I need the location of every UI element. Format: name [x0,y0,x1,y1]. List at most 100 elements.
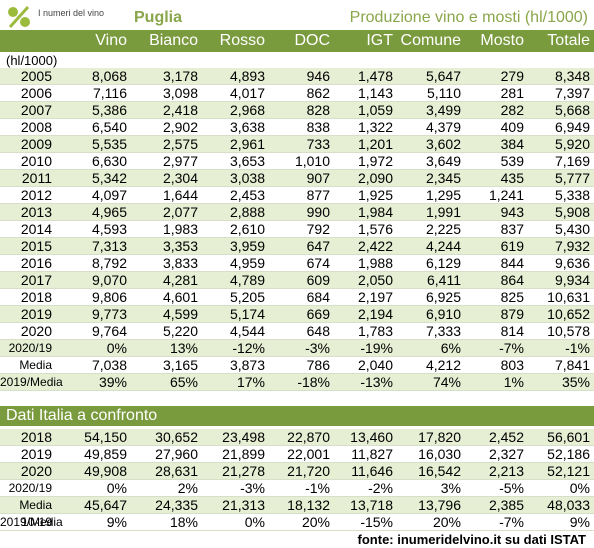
row-label: 2006 [20,85,52,101]
cell: 5,342 [91,170,127,186]
cell: 13,796 [418,497,461,513]
cell: 539 [500,153,524,169]
cell: 3,038 [229,170,265,186]
cell: 3% [440,480,461,496]
cell: 3,649 [425,153,461,169]
cell: 1,988 [357,255,393,271]
cell: 3,178 [162,68,198,84]
row-label: 2005 [20,68,52,84]
cell: 23,498 [222,429,265,445]
cell: 279 [500,68,524,84]
cell: 45,647 [84,497,127,513]
cell: 4,281 [162,272,198,288]
cell: 21,720 [287,463,330,479]
cell: 3,602 [425,136,461,152]
row-label: 2020 [20,463,52,479]
cell: 1,143 [357,85,393,101]
table-row: 2011 5,342 2,304 3,038 907 2,090 2,345 435 5,777 [0,170,594,187]
cell: 56,601 [547,429,590,445]
column-name: Bianco [149,32,198,49]
column-name: IGT [366,32,393,49]
cell: 18,132 [287,497,330,513]
cell: -13% [360,374,393,390]
cell: 5,430 [554,221,590,237]
cell: 6% [440,340,461,356]
cell: 2,225 [425,221,461,237]
row-label: 2017 [20,272,52,288]
cell: 2,050 [357,272,393,288]
cell: 18% [169,514,198,530]
cell: 825 [500,289,524,305]
cell: 669 [306,306,330,322]
cell: 3,499 [425,102,461,118]
cell: 2,418 [162,102,198,118]
table-row: 2018 9,806 4,601 5,205 684 2,197 6,925 825 10,63… [0,289,594,306]
cell: 837 [500,221,524,237]
cell: 844 [500,255,524,271]
cell: 4,789 [229,272,265,288]
table-row: 2019 9,773 4,599 5,174 669 2,194 6,910 879 10,65… [0,306,594,323]
cell: -2% [368,480,393,496]
cell: 39% [98,374,127,390]
cell: -7% [499,514,524,530]
row-label: 2020 [20,323,52,339]
cell: 1,295 [425,187,461,203]
cell: 4,593 [91,221,127,237]
cell: 3,165 [162,357,198,373]
row-label: 2011 [21,170,52,186]
cell: 9,764 [91,323,127,339]
cell: 7,038 [91,357,127,373]
cell: 28,631 [155,463,198,479]
row-label: 2019 [20,446,52,462]
cell: 907 [306,170,330,186]
row-label: 2014 [20,221,52,237]
cell: 7,313 [91,238,127,254]
row-label: 2020/19 [8,341,52,355]
cell: 792 [306,221,330,237]
cell: -12% [232,340,265,356]
cell: 0% [106,480,127,496]
cell: 1,241 [488,187,524,203]
cell: 4,097 [91,187,127,203]
column-name: Mosto [480,32,524,49]
cell: 0% [244,514,265,530]
title: Produzione vino e mosti (hl/1000) [349,9,588,26]
table-row: 2008 6,540 2,902 3,638 838 1,322 4,379 409 6,949 [0,119,594,136]
cell: 5,908 [554,204,590,220]
cell: 3,873 [229,357,265,373]
cell: 684 [306,289,330,305]
column-name: DOC [294,32,330,49]
table-row: 2018 54,150 30,652 23,498 22,870 13,460 17,820… [0,429,594,446]
cell: 11,646 [351,463,393,479]
cell: 2,902 [162,119,198,135]
cell: 4,893 [229,68,265,84]
cell: 21,278 [222,463,265,479]
section-title: Dati Italia a confronto [0,406,594,426]
cell: 803 [500,357,524,373]
cell: 21,899 [222,446,265,462]
cell: 647 [306,238,330,254]
cell: 4,544 [229,323,265,339]
row-label: 2019/Media [0,375,63,389]
cell: -3% [305,340,330,356]
row-label: 2012 [20,187,52,203]
cell: 2,453 [229,187,265,203]
cell: 9,934 [554,272,590,288]
cell: 5,110 [427,85,461,101]
cell: 48,033 [547,497,590,513]
row-label: 2019/Media [0,515,63,529]
cell: 2,327 [488,446,524,462]
cell: -5% [499,480,524,496]
cell: 7,932 [554,238,590,254]
cell: 5,777 [554,170,590,186]
cell: 13,718 [350,497,393,513]
cell: 1,972 [357,153,393,169]
cell: 8,348 [554,68,590,84]
column-name: Totale [547,32,590,49]
cell: 9,773 [91,306,127,322]
cell: 4,965 [91,204,127,220]
table-row: 2007 5,386 2,418 2,968 828 1,059 3,499 282 5,668 [0,102,594,119]
cell: 2,304 [162,170,198,186]
cell: 7,333 [425,323,461,339]
